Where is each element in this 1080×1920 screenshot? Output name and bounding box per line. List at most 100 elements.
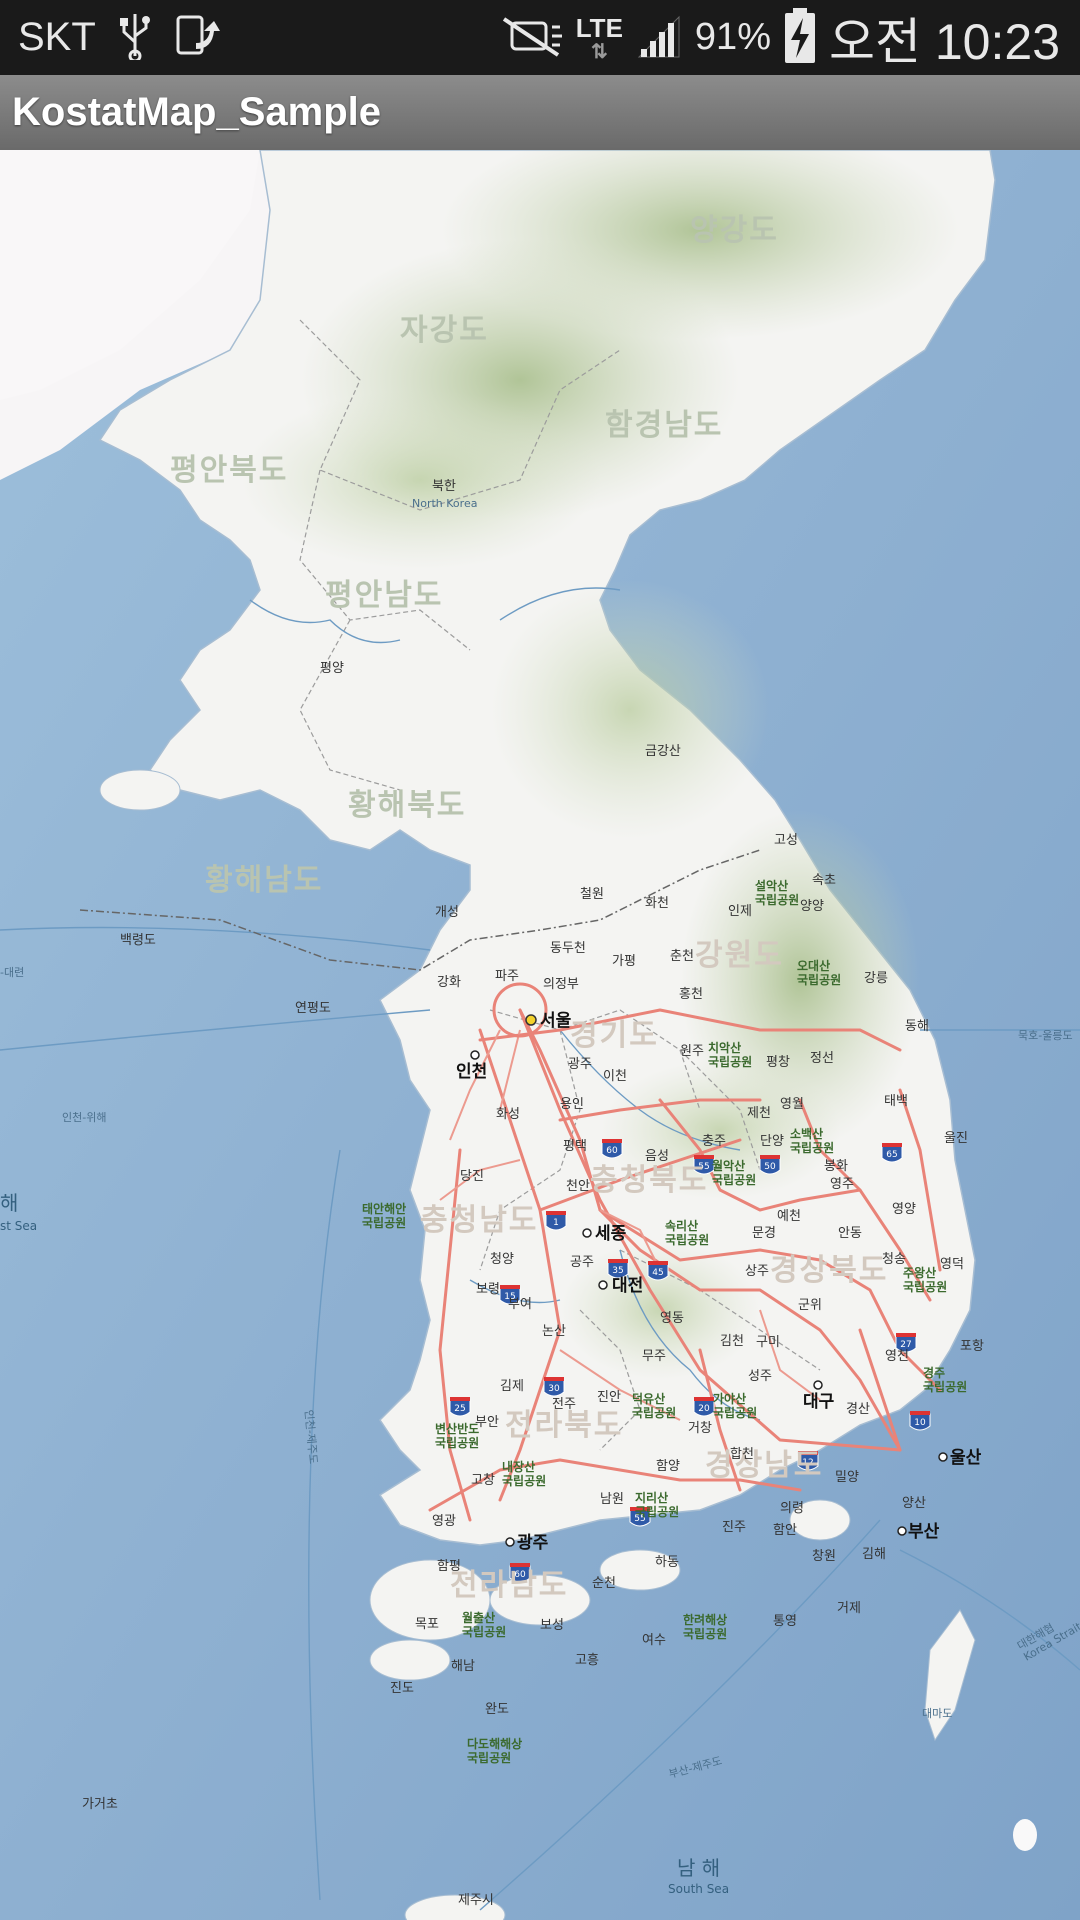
city-label: 영동 <box>660 1311 684 1326</box>
lte-indicator: LTE ⇅ <box>576 14 623 62</box>
highway-shield: 15 <box>499 1285 521 1305</box>
city-label: 제천 <box>747 1106 771 1121</box>
city-label: 완도 <box>485 1702 509 1717</box>
province-label: 함경남도 <box>605 408 723 443</box>
highway-shield: 27 <box>895 1333 917 1353</box>
river-2 <box>249 599 401 644</box>
city-label: 합천 <box>730 1447 754 1462</box>
city-label: 태백 <box>884 1094 908 1109</box>
city-label: 군위 <box>798 1298 822 1313</box>
highway-shield: 60 <box>509 1563 531 1583</box>
mute-icon <box>502 13 564 63</box>
city-label: 단양 <box>760 1134 784 1149</box>
city-label: 금강산 <box>645 744 681 759</box>
city-label: 대전 <box>612 1276 643 1296</box>
city-label: 백령도 <box>120 933 156 948</box>
city-label: 원주 <box>680 1044 704 1059</box>
city-label: 청송 <box>882 1252 906 1267</box>
city-label: 서울 <box>540 1011 572 1031</box>
island-jeju <box>404 1894 506 1920</box>
river-1 <box>499 587 621 621</box>
city-label: 전주 <box>552 1397 576 1412</box>
city-label: 남원 <box>600 1492 624 1507</box>
minor-cities: 평양 금강산 고성 속초 양양 강릉 동해 철원 화천 인제 춘천 가평 동두천… <box>82 661 984 1908</box>
app-title: KostatMap_Sample <box>12 90 381 134</box>
highway-number: 60 <box>606 1146 618 1156</box>
river-han <box>559 1029 741 1151</box>
highway-number: 45 <box>652 1268 663 1278</box>
highway-number: 1 <box>553 1218 559 1228</box>
city-label: 홍천 <box>679 987 703 1002</box>
city-label: 강화 <box>437 975 461 990</box>
island-namhae <box>599 1549 681 1591</box>
city-label: 여수 <box>642 1633 666 1648</box>
city-label: 제주시 <box>458 1893 494 1908</box>
city-label: 함양 <box>656 1459 680 1474</box>
city-label: 의령 <box>780 1501 804 1516</box>
province-label: 전라남도 <box>450 1568 568 1603</box>
city-label: 부여 <box>508 1297 532 1312</box>
park-label: 오대산 국립공원 <box>797 958 841 987</box>
city-label: 철원 <box>580 887 604 902</box>
city-label: 평양 <box>320 661 344 676</box>
city-label: 평택 <box>563 1139 587 1154</box>
park-label: 소백산 국립공원 <box>790 1126 834 1155</box>
sea-label-ko: 남 해 <box>677 1856 720 1880</box>
sea-label-en: South Sea <box>668 1882 729 1896</box>
park-label: 속리산 국립공원 <box>665 1218 709 1247</box>
app-bar: KostatMap_Sample <box>0 75 1080 152</box>
highway-number: 15 <box>504 1292 515 1302</box>
city-label: 충주 <box>702 1134 726 1149</box>
city-label: 평창 <box>766 1055 790 1070</box>
island-small-se <box>1013 1819 1037 1851</box>
city-label: 이천 <box>603 1069 627 1084</box>
river-nakdong <box>619 1249 761 1421</box>
city-label: 하동 <box>655 1555 679 1570</box>
park-label: 지리산 국립공원 <box>635 1490 679 1519</box>
city-label: 통영 <box>773 1614 797 1629</box>
province-label: 자강도 <box>400 313 489 348</box>
city-label: 영양 <box>892 1202 916 1217</box>
city-label: 보성 <box>540 1618 564 1633</box>
province-label: 황해북도 <box>348 788 466 823</box>
status-right: LTE ⇅ 91% 오전 10:23 <box>502 0 1060 75</box>
highway-shield: 65 <box>881 1143 903 1163</box>
city-label: 가평 <box>612 954 636 969</box>
city-label: 거창 <box>688 1421 712 1436</box>
park-label: 덕유산 국립공원 <box>632 1391 676 1420</box>
park-label: 변산반도 국립공원 <box>435 1421 479 1450</box>
city-label: 당진 <box>460 1169 484 1184</box>
highway-shield: 12 <box>797 1451 819 1471</box>
highway-shield: 1 <box>545 1211 567 1231</box>
city-label: 해남 <box>451 1659 475 1674</box>
data-arrows-icon: ⇅ <box>590 40 608 63</box>
city-label: 영주 <box>830 1177 854 1192</box>
city-label: 진도 <box>390 1681 414 1696</box>
ferry-route-3 <box>308 1149 341 1901</box>
highway-shield: 55 <box>629 1507 651 1527</box>
city-label: 용인 <box>560 1097 584 1112</box>
city-label: 예천 <box>777 1209 801 1224</box>
status-left: SKT <box>18 0 222 75</box>
province-label: 충청남도 <box>420 1203 538 1238</box>
park-label: 월출산 국립공원 <box>462 1610 506 1639</box>
map-view[interactable]: 60 55 50 65 1 35 45 15 25 30 20 12 27 10… <box>0 150 1080 1920</box>
province-label: 평안북도 <box>170 453 288 488</box>
highway-shield: 10 <box>909 1411 931 1431</box>
city-label: 춘천 <box>670 949 694 964</box>
city-label: 상주 <box>745 1264 769 1279</box>
city-label: 속초 <box>812 873 836 888</box>
usb-icon <box>118 12 152 64</box>
city-label: 함안 <box>773 1523 797 1538</box>
city-label: 대구 <box>803 1392 835 1412</box>
city-label: 천안 <box>566 1179 590 1194</box>
relief-east-coast <box>490 580 770 840</box>
highway-shield: 55 <box>693 1155 715 1175</box>
map-canvas[interactable]: 60 55 50 65 1 35 45 15 25 30 20 12 27 10… <box>0 150 1080 1920</box>
highway-number: 20 <box>698 1404 710 1414</box>
city-label: 광주 <box>517 1533 549 1553</box>
signal-icon <box>635 13 683 63</box>
highway-number: 50 <box>764 1162 776 1172</box>
city-label: 정선 <box>810 1051 834 1066</box>
battery-percent: 91% <box>694 16 771 58</box>
